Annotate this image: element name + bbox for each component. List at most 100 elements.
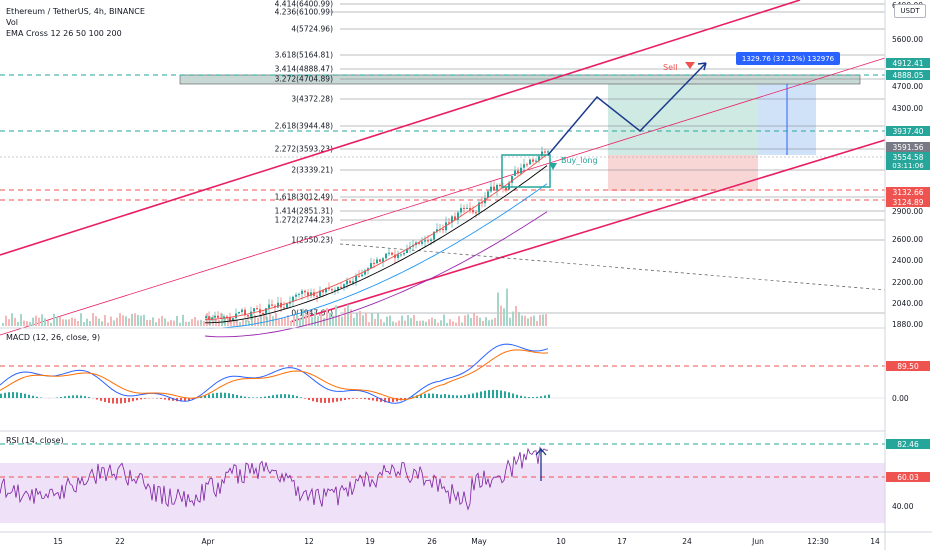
macd-histogram-bar	[484, 390, 486, 398]
symbol-title[interactable]: Ethereum / TetherUS, 4h, BINANCE	[6, 7, 145, 16]
macd-histogram-bar	[216, 392, 218, 398]
volume-bar	[194, 317, 196, 326]
macd-histogram-bar	[252, 397, 254, 398]
macd-histogram-bar	[24, 393, 26, 398]
sell-arrow-icon	[685, 62, 695, 69]
volume-bar	[146, 319, 148, 326]
volume-bar	[293, 315, 295, 326]
volume-bar	[452, 321, 454, 326]
volume-bar	[521, 315, 523, 326]
volume-bar	[116, 317, 118, 326]
fib-level-label: 3.618(5164.81)	[275, 51, 333, 60]
candle-body	[241, 309, 243, 312]
candle-body	[370, 263, 372, 269]
volume-bar	[455, 322, 457, 326]
volume-bar	[137, 315, 139, 326]
volume-bar	[68, 319, 70, 326]
macd-histogram-bar	[4, 392, 6, 398]
macd-histogram-bar	[128, 398, 130, 403]
volume-bar	[392, 321, 394, 326]
time-tick-label: Jun	[751, 537, 764, 546]
time-tick-label: 12:30	[807, 537, 829, 546]
volume-bar	[158, 318, 160, 326]
price-badge-bg	[886, 197, 930, 207]
macd-histogram-bar	[500, 390, 502, 398]
volume-bar	[542, 314, 544, 326]
price-badge-bg	[886, 126, 930, 136]
volume-bar	[443, 314, 445, 326]
volume-bar	[239, 321, 241, 326]
candle-body	[430, 239, 432, 242]
macd-histogram-bar	[528, 397, 530, 398]
candle-body	[352, 281, 354, 283]
macd-histogram-bar	[320, 398, 322, 403]
volume-bar	[251, 313, 253, 326]
volume-indicator-label[interactable]: Vol	[6, 18, 18, 27]
candle-body	[460, 207, 462, 213]
fib-level-label: 4.414(6400.99)	[275, 0, 333, 9]
volume-bar	[98, 318, 100, 326]
macd-histogram-bar	[0, 393, 2, 398]
candle-body	[262, 312, 264, 314]
price-badge-bg	[886, 70, 930, 80]
volume-bar	[209, 316, 211, 326]
price-badge-countdown: 03:11:06	[892, 162, 924, 170]
macd-histogram-bar	[132, 398, 134, 402]
profit-zone	[608, 75, 758, 155]
volume-bar	[122, 315, 124, 326]
volume-bar	[431, 317, 433, 326]
candle-body	[427, 240, 429, 242]
volume-bar	[425, 321, 427, 326]
volume-bar	[437, 322, 439, 326]
buy-zone-box	[501, 154, 551, 188]
macd-histogram-bar	[144, 398, 146, 399]
macd-histogram-bar	[192, 398, 194, 400]
currency-button[interactable]: USDT	[894, 4, 926, 18]
macd-histogram-bar	[468, 394, 470, 398]
volume-bar	[287, 315, 289, 326]
volume-bar	[2, 322, 4, 326]
price-badge-bg	[886, 187, 930, 197]
candle-body	[385, 253, 387, 259]
volume-bar	[434, 319, 436, 326]
candle-body	[529, 159, 531, 165]
volume-bar	[56, 317, 58, 326]
rsi-pane[interactable]	[0, 443, 885, 523]
volume-bar	[128, 318, 130, 326]
candle-body	[490, 186, 492, 192]
volume-bar	[497, 292, 499, 326]
volume-bar	[446, 322, 448, 326]
candle-body	[388, 252, 390, 254]
volume-bar	[458, 316, 460, 326]
rsi-indicator-label[interactable]: RSI (14, close)	[6, 436, 64, 445]
macd-pane[interactable]	[0, 343, 885, 404]
volume-bar	[14, 317, 16, 326]
time-tick-label: 26	[427, 537, 437, 546]
volume-bar	[461, 322, 463, 326]
volume-bar	[506, 288, 508, 326]
chart-header: Ethereum / TetherUS, 4h, BINANCE Vol EMA…	[6, 6, 145, 39]
candle-body	[463, 207, 465, 209]
volume-bar	[203, 320, 205, 326]
price-tick-label: 4700.00	[892, 82, 923, 91]
price-pane[interactable]: 4.414(6400.99)4.236(6100.99) 4(5724.96) 3.…	[0, 0, 886, 338]
price-badge: 3937.40	[892, 127, 923, 136]
ema-indicator-label[interactable]: EMA Cross 12 26 50 100 200	[6, 29, 122, 38]
volume-bar	[539, 314, 541, 326]
macd-histogram-bar	[140, 398, 142, 400]
volume-bar	[134, 313, 136, 326]
macd-indicator-label[interactable]: MACD (12, 26, close, 9)	[6, 333, 101, 342]
macd-histogram-bar	[308, 398, 310, 400]
candle-body	[436, 229, 438, 232]
ema-line	[204, 211, 548, 338]
macd-tick-label: 0.00	[892, 394, 909, 403]
macd-histogram-bar	[180, 398, 182, 402]
candle-body	[535, 160, 537, 162]
volume-bar	[227, 318, 229, 326]
projection-path	[547, 62, 707, 156]
trend-dashed-line	[339, 243, 886, 291]
volume-bar	[371, 313, 373, 326]
candle-body	[355, 275, 357, 282]
candle-body	[307, 292, 309, 296]
